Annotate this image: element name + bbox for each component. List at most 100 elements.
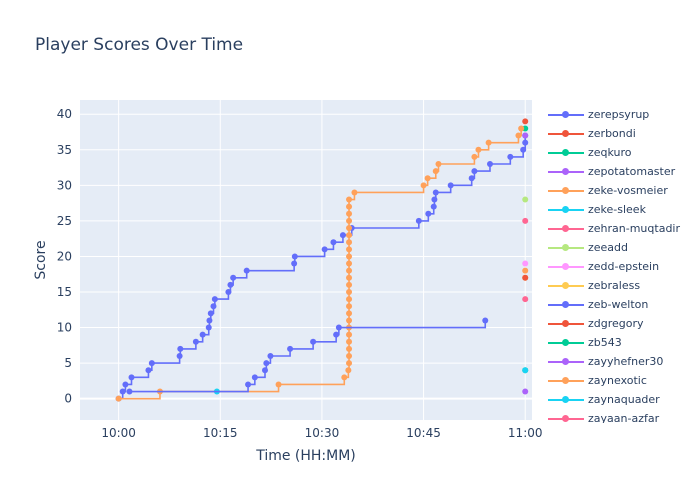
data-point	[432, 189, 439, 196]
data-point	[522, 367, 529, 374]
data-point	[333, 331, 340, 338]
data-point	[211, 296, 218, 303]
series-zdgregory	[522, 274, 529, 281]
data-point	[346, 225, 353, 231]
series-zaynaquader	[522, 367, 529, 374]
legend-item-zedd-epstein[interactable]: zedd-epstein	[540, 257, 659, 276]
data-point	[518, 125, 525, 132]
series-zedd-epstein	[522, 260, 529, 267]
data-point	[486, 161, 493, 167]
data-point	[522, 388, 529, 395]
legend-item-zeb-welton[interactable]: zeb-welton	[540, 295, 648, 314]
legend-swatch	[548, 186, 584, 196]
data-point	[207, 310, 214, 317]
data-point	[346, 210, 353, 217]
legend-label: zeke-sleek	[588, 203, 646, 216]
data-point	[192, 338, 199, 345]
series-zayaan-azfar	[522, 296, 529, 303]
legend-item-zepotatomaster[interactable]: zepotatomaster	[540, 162, 675, 181]
data-point	[287, 345, 294, 352]
data-point	[346, 317, 353, 324]
data-point	[520, 146, 527, 153]
data-point	[522, 296, 529, 303]
series-zepotatomaster	[522, 132, 529, 139]
legend-item-zeke-sleek[interactable]: zeke-sleek	[540, 200, 646, 219]
legend-swatch	[548, 376, 584, 386]
series-zehran-muqtadir	[522, 217, 529, 224]
legend-item-zayaan-azfar[interactable]: zayaan-azfar	[540, 409, 659, 423]
legend-swatch-dot	[562, 415, 569, 422]
legend-label: zeb-welton	[588, 298, 649, 311]
data-point	[251, 374, 258, 381]
data-point	[522, 267, 529, 274]
legend-item-zaynaquader[interactable]: zaynaquader	[540, 390, 660, 409]
legend-item-zeke-vosmeier[interactable]: zeke-vosmeier	[540, 181, 668, 200]
legend-item-zayyhefner30[interactable]: zayyhefner30	[540, 352, 663, 371]
data-point	[346, 267, 353, 274]
data-point	[275, 381, 282, 388]
legend-swatch	[548, 338, 584, 348]
data-point	[522, 274, 529, 281]
data-point	[205, 324, 212, 331]
legend-swatch-dot	[562, 263, 569, 270]
data-point	[346, 303, 353, 310]
legend-swatch	[548, 262, 584, 272]
data-point	[468, 175, 475, 182]
data-point	[485, 139, 492, 146]
data-point	[230, 274, 237, 281]
legend-item-zebraless[interactable]: zebraless	[540, 276, 640, 295]
legend-item-zerepsyrup[interactable]: zerepsyrup	[540, 105, 649, 124]
y-tick-label: 40	[57, 107, 72, 121]
legend-item-zb543[interactable]: zb543	[540, 333, 622, 352]
legend-swatch	[548, 148, 584, 158]
legend-swatch-dot	[562, 111, 569, 118]
series-zayyhefner30	[522, 388, 529, 395]
data-point	[522, 260, 529, 267]
series-zaynexotic	[522, 267, 529, 274]
y-tick-label: 20	[57, 249, 72, 263]
series-layer	[115, 118, 529, 402]
data-point	[339, 232, 346, 239]
legend-swatch-dot	[562, 282, 569, 289]
legend-swatch-dot	[562, 358, 569, 365]
data-point	[122, 381, 129, 388]
legend-swatch-dot	[562, 320, 569, 327]
legend-label: zb543	[588, 336, 622, 349]
data-point	[430, 203, 437, 210]
legend-swatch-dot	[562, 301, 569, 308]
data-point	[148, 360, 155, 367]
x-tick-label: 10:45	[406, 426, 441, 440]
legend-label: zedd-epstein	[588, 260, 660, 273]
legend-item-zdgregory[interactable]: zdgregory	[540, 314, 644, 333]
legend-item-zehran-muqtadir[interactable]: zehran-muqtadir	[540, 219, 680, 238]
legend-label: zayaan-azfar	[588, 412, 660, 423]
data-point	[420, 182, 427, 189]
legend[interactable]: zerepsyrup zerbondi zeqkuro zepotatomaster z…	[540, 103, 695, 423]
data-point	[267, 353, 274, 359]
y-axis-label: Score	[33, 240, 49, 279]
legend-item-zerbondi[interactable]: zerbondi	[540, 124, 636, 143]
data-point	[346, 296, 353, 303]
data-point	[263, 360, 270, 367]
y-tick-label: 25	[57, 214, 72, 228]
legend-item-zeeadd[interactable]: zeeadd	[540, 238, 628, 257]
legend-item-zaynexotic[interactable]: zaynexotic	[540, 371, 647, 390]
legend-swatch-dot	[562, 168, 569, 175]
data-point	[346, 196, 353, 203]
data-point	[346, 260, 353, 267]
tick-labels: 0 5 10 15 20 25 30 35 40 10:00 10:15 10:30 10:45 11:0…	[57, 107, 543, 440]
legend-swatch-dot	[562, 187, 569, 194]
data-point	[291, 260, 298, 267]
data-point	[447, 182, 454, 189]
legend-item-zeqkuro[interactable]: zeqkuro	[540, 143, 632, 162]
data-point	[126, 388, 133, 395]
data-point	[119, 388, 126, 395]
legend-swatch	[548, 300, 584, 310]
legend-label: zehran-muqtadir	[588, 222, 681, 235]
data-point	[243, 267, 250, 274]
y-tick-label: 15	[57, 285, 72, 299]
data-point	[482, 317, 489, 324]
data-point	[346, 232, 353, 239]
grid-lines	[80, 100, 532, 420]
